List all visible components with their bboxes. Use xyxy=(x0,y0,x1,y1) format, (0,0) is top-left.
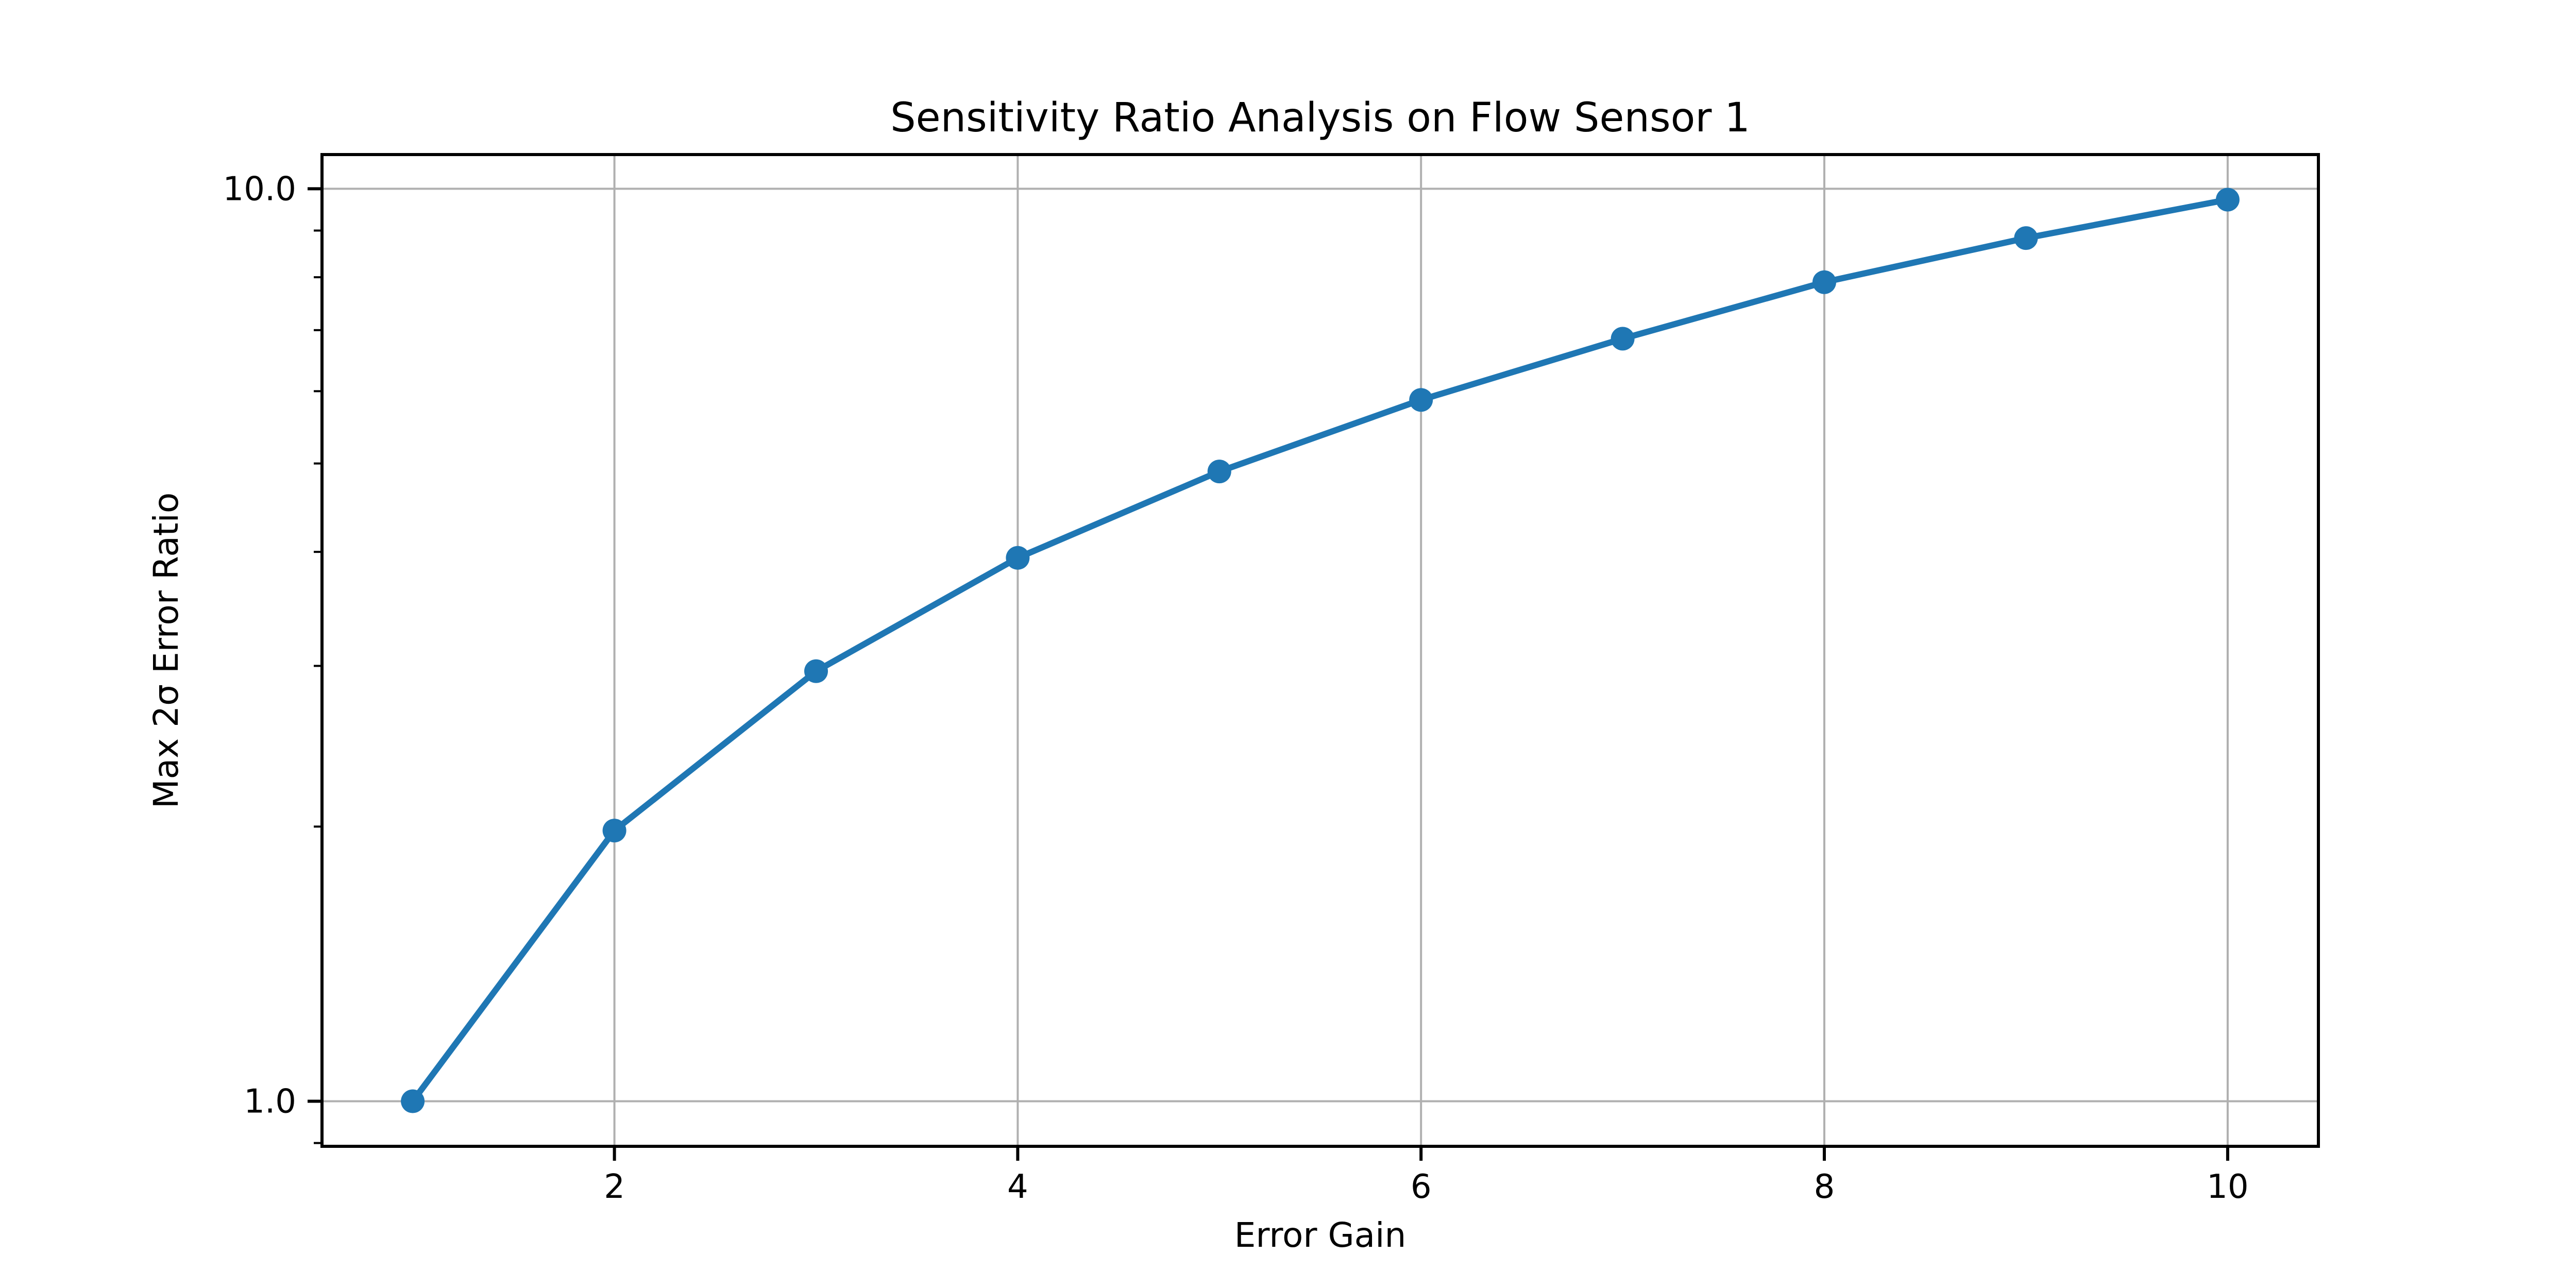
data-point-marker xyxy=(602,819,626,843)
data-point-marker xyxy=(1812,270,1836,294)
data-point-marker xyxy=(401,1089,425,1113)
data-point-marker xyxy=(1207,460,1231,484)
x-axis-label: Error Gain xyxy=(1234,1215,1406,1255)
y-tick-label: 10.0 xyxy=(223,170,297,208)
chart-title: Sensitivity Ratio Analysis on Flow Senso… xyxy=(890,95,1750,141)
x-tick-label: 4 xyxy=(1007,1168,1028,1206)
data-point-marker xyxy=(2014,226,2038,250)
y-axis-label: Max 2σ Error Ratio xyxy=(146,493,186,809)
data-point-marker xyxy=(1611,327,1635,351)
x-tick-label: 8 xyxy=(1814,1168,1835,1206)
data-point-marker xyxy=(1006,546,1030,570)
x-tick-label: 10 xyxy=(2207,1168,2248,1206)
plot-frame xyxy=(320,153,2320,1148)
data-series-layer xyxy=(401,188,2240,1113)
y-tick-label: 1.0 xyxy=(244,1083,296,1121)
ticks-layer: 2 4 6 8 10 1.0 10.0 xyxy=(223,170,2249,1206)
data-point-marker xyxy=(1409,388,1433,412)
data-point-marker xyxy=(804,659,828,683)
x-tick-label: 2 xyxy=(604,1168,625,1206)
data-line xyxy=(410,196,2231,1105)
gridlines-layer xyxy=(322,155,2318,1146)
x-tick-label: 6 xyxy=(1411,1168,1432,1206)
data-point-marker xyxy=(2215,188,2240,212)
